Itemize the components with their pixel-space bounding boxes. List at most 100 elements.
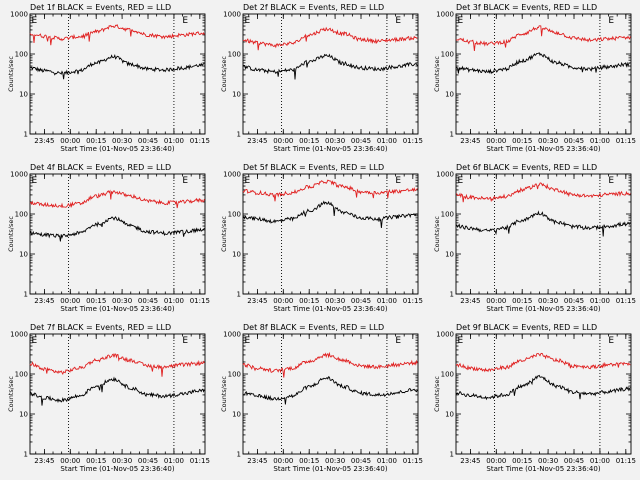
axes-frame: [455, 333, 632, 455]
axes-frame: [242, 13, 419, 135]
x-tick-label: 23:45: [34, 297, 54, 305]
chart-panel: Det 1f BLACK = Events, RED = LLD 1 10 100 10…: [7, 3, 210, 153]
x-tick-label: 00:15: [299, 137, 319, 145]
y-axis-label: Counts/sec: [7, 56, 15, 92]
y-tick-label: 1000: [436, 11, 454, 19]
x-tick-label: 23:45: [34, 137, 54, 145]
x-tick-label: 00:00: [486, 457, 506, 465]
x-tick-label: 00:45: [564, 137, 584, 145]
chart-panel: Det 6f BLACK = Events, RED = LLD 1 10 100 10…: [433, 163, 636, 313]
x-tick-label: 00:30: [325, 137, 345, 145]
event-marker-label: E: [182, 16, 188, 26]
y-tick-label: 1: [24, 131, 28, 139]
x-axis-label: Start Time (01-Nov-05 23:36:40): [273, 145, 387, 153]
chart-title: Det 3f BLACK = Events, RED = LLD: [456, 3, 597, 12]
chart-panel: Det 4f BLACK = Events, RED = LLD 1 10 100 10…: [7, 163, 210, 313]
event-marker-label: E: [245, 176, 251, 186]
y-tick-label: 10: [232, 411, 241, 419]
y-tick-label: 1000: [436, 331, 454, 339]
x-tick-label: 00:30: [538, 457, 558, 465]
y-axis-label: Counts/sec: [433, 216, 441, 252]
rate-series-line: [242, 376, 418, 405]
y-tick-label: 10: [445, 91, 454, 99]
chart-panel: Det 2f BLACK = Events, RED = LLD 1 10 100 10…: [220, 3, 423, 153]
event-marker-label: E: [395, 336, 401, 346]
x-tick-label: 00:00: [273, 137, 293, 145]
rate-series-line: [29, 216, 205, 242]
rate-series-line: [242, 351, 418, 378]
x-tick-label: 01:15: [190, 457, 210, 465]
rate-series-line: [455, 352, 631, 373]
chart-panel: Det 9f BLACK = Events, RED = LLD 1 10 100 10…: [433, 323, 636, 473]
x-axis-label: Start Time (01-Nov-05 23:36:40): [273, 305, 387, 313]
y-tick-label: 10: [232, 91, 241, 99]
x-axis-label: Start Time (01-Nov-05 23:36:40): [273, 465, 387, 473]
rate-series-line: [243, 26, 418, 51]
x-tick-label: 00:30: [112, 297, 132, 305]
y-tick-label: 1000: [10, 11, 28, 19]
x-tick-label: 00:45: [138, 137, 158, 145]
y-axis-label: Counts/sec: [220, 376, 228, 412]
axes-frame: [242, 173, 419, 295]
chart-title: Det 4f BLACK = Events, RED = LLD: [30, 163, 171, 172]
x-tick-label: 01:15: [616, 137, 636, 145]
x-tick-label: 00:00: [60, 457, 80, 465]
chart-panel: Det 3f BLACK = Events, RED = LLD 1 10 100 10…: [433, 3, 636, 153]
rate-series-line: [243, 200, 418, 228]
x-axis-label: Start Time (01-Nov-05 23:36:40): [60, 305, 174, 313]
x-tick-label: 00:45: [351, 457, 371, 465]
event-marker-label: E: [182, 336, 188, 346]
y-tick-label: 10: [19, 251, 28, 259]
x-tick-label: 00:45: [564, 457, 584, 465]
y-tick-label: 100: [228, 211, 241, 219]
y-tick-label: 100: [228, 371, 241, 379]
axes-frame: [242, 333, 419, 455]
y-tick-label: 1000: [10, 171, 28, 179]
x-tick-label: 00:30: [112, 137, 132, 145]
y-axis-label: Counts/sec: [7, 376, 15, 412]
x-tick-label: 01:00: [377, 457, 397, 465]
event-marker-label: E: [608, 16, 614, 26]
x-tick-label: 00:00: [273, 297, 293, 305]
event-marker-label: E: [458, 16, 464, 26]
x-tick-label: 01:00: [164, 137, 184, 145]
chart-title: Det 7f BLACK = Events, RED = LLD: [30, 323, 171, 332]
x-tick-label: 00:45: [138, 297, 158, 305]
event-marker-label: E: [458, 176, 464, 186]
rate-series-line: [455, 210, 631, 237]
y-tick-label: 1: [24, 291, 28, 299]
x-tick-label: 00:30: [325, 297, 345, 305]
y-tick-label: 1: [24, 451, 28, 459]
x-tick-label: 00:00: [486, 137, 506, 145]
y-tick-label: 100: [441, 371, 454, 379]
x-tick-label: 01:00: [590, 457, 610, 465]
event-marker-label: E: [32, 336, 38, 346]
chart-title: Det 2f BLACK = Events, RED = LLD: [243, 3, 384, 12]
rate-series-line: [455, 25, 631, 51]
y-tick-label: 10: [232, 251, 241, 259]
y-axis-label: Counts/sec: [220, 216, 228, 252]
y-tick-label: 1: [237, 291, 241, 299]
x-axis-label: Start Time (01-Nov-05 23:36:40): [486, 305, 600, 313]
y-axis-label: Counts/sec: [433, 56, 441, 92]
rate-series-line: [242, 179, 418, 202]
x-tick-label: 00:30: [112, 457, 132, 465]
chart-panel: Det 5f BLACK = Events, RED = LLD 1 10 100 10…: [220, 163, 423, 313]
y-tick-label: 10: [19, 411, 28, 419]
y-axis-label: Counts/sec: [433, 376, 441, 412]
x-tick-label: 00:30: [538, 137, 558, 145]
x-tick-label: 23:45: [247, 297, 267, 305]
y-tick-label: 1: [237, 451, 241, 459]
x-tick-label: 00:00: [60, 297, 80, 305]
x-tick-label: 23:45: [460, 137, 480, 145]
y-tick-label: 1000: [223, 11, 241, 19]
x-tick-label: 23:45: [247, 137, 267, 145]
x-tick-label: 00:00: [60, 137, 80, 145]
event-marker-label: E: [32, 176, 38, 186]
x-tick-label: 01:00: [164, 457, 184, 465]
y-tick-label: 100: [441, 211, 454, 219]
event-marker-label: E: [245, 16, 251, 26]
x-tick-label: 00:45: [351, 297, 371, 305]
y-tick-label: 100: [15, 51, 28, 59]
y-axis-label: Counts/sec: [7, 216, 15, 252]
